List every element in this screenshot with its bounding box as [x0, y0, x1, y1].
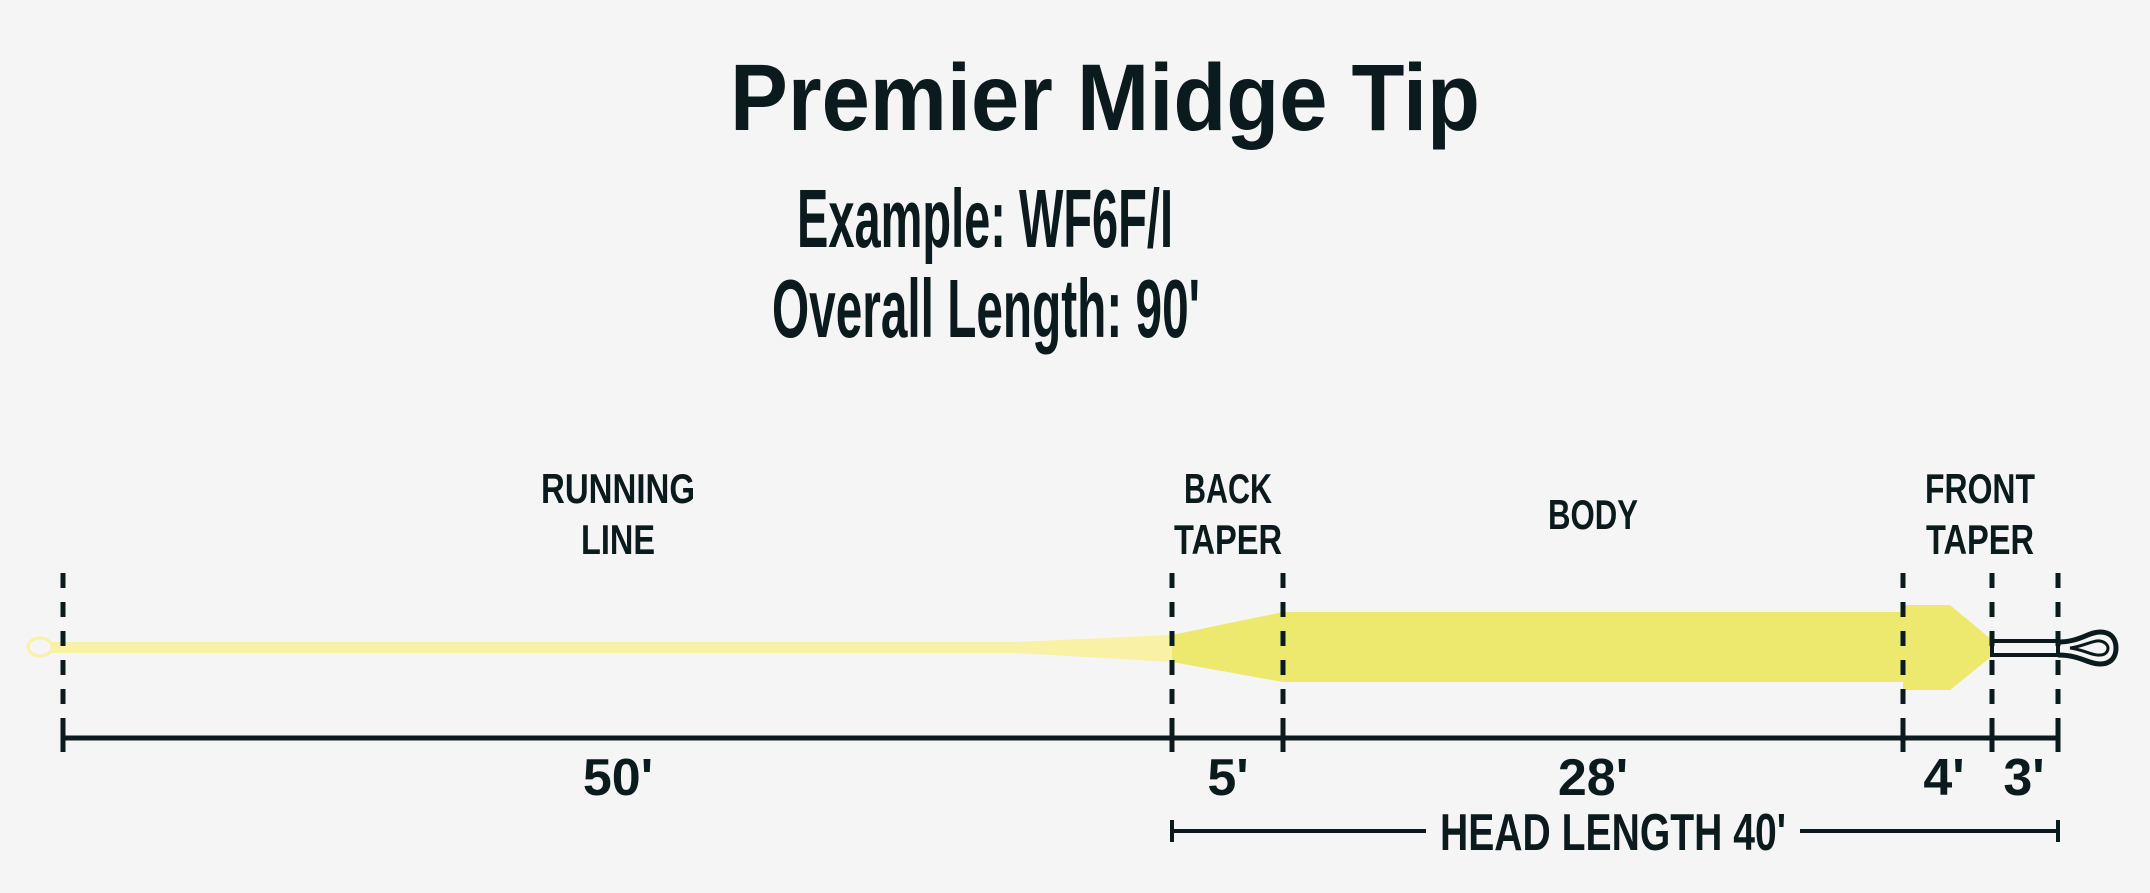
subtitle-example: Example: WF6F/I: [797, 172, 1173, 265]
subtitle-overall-length: Overall Length: 90': [772, 262, 1200, 355]
running-line: [26, 635, 1172, 662]
length-body: 28': [1558, 749, 1628, 807]
front-taper-shape: [1903, 605, 1992, 690]
length-running-line: 50': [583, 749, 653, 807]
tip: [1990, 629, 2119, 667]
section-dividers: [60, 573, 2061, 752]
length-tip: 3': [2003, 749, 2044, 807]
label-back-taper-1: BACK: [1184, 465, 1272, 512]
back-taper-shape: [1172, 612, 1283, 682]
head-length-bracket: [1170, 820, 2060, 842]
head-length-label: HEAD LENGTH 40': [1440, 804, 1786, 862]
label-running-line-2: LINE: [581, 516, 655, 563]
label-running-line-1: RUNNING: [541, 465, 695, 512]
body-shape: [1283, 612, 1903, 682]
label-front-taper-1: FRONT: [1925, 465, 2035, 512]
label-front-taper-2: TAPER: [1926, 516, 2034, 563]
label-back-taper-2: TAPER: [1174, 516, 1282, 563]
length-front-taper: 4': [1923, 749, 1964, 807]
label-body: BODY: [1548, 491, 1638, 538]
length-back-taper: 5': [1207, 749, 1248, 807]
title: Premier Midge Tip: [730, 45, 1480, 151]
welded-loop-icon: [2057, 629, 2119, 667]
